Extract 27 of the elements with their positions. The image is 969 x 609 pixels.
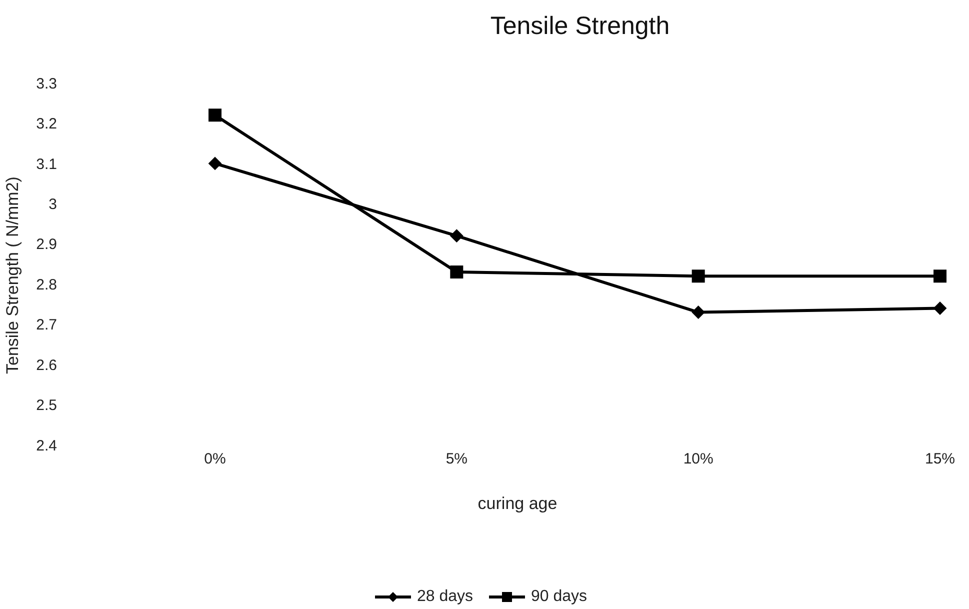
chart-title: Tensile Strength <box>489 12 671 41</box>
legend-label: 28 days <box>416 588 473 606</box>
y-tick-label: 2.9 <box>36 236 57 254</box>
point <box>934 270 946 283</box>
point <box>450 229 464 242</box>
y-tick-label: 2.7 <box>36 316 57 334</box>
point <box>692 270 705 283</box>
legend-label: 90 days <box>531 588 588 606</box>
x-tick-label: 0% <box>204 450 226 468</box>
point <box>450 266 464 279</box>
y-tick-label: 3 <box>48 196 57 213</box>
x-tick-label: 10% <box>683 450 714 468</box>
y-tick-label: 2.6 <box>36 356 57 374</box>
point <box>934 302 946 315</box>
y-tick-label: 2.5 <box>36 397 57 414</box>
point <box>208 108 222 122</box>
y-tick-label: 3.2 <box>36 116 57 133</box>
point <box>692 306 705 319</box>
y-tick-label: 2.8 <box>36 276 57 294</box>
y-tick-label: 3.1 <box>36 156 57 173</box>
point <box>208 156 222 170</box>
y-tick-label: 3.3 <box>36 75 57 92</box>
y-tick-label: 2.4 <box>36 437 57 454</box>
x-tick-label: 5% <box>446 450 468 468</box>
x-axis-title: curing age <box>478 494 558 514</box>
y-axis-title: Tensile Strength ( N/mm2) <box>3 176 22 374</box>
x-tick-label: 15% <box>924 450 956 468</box>
